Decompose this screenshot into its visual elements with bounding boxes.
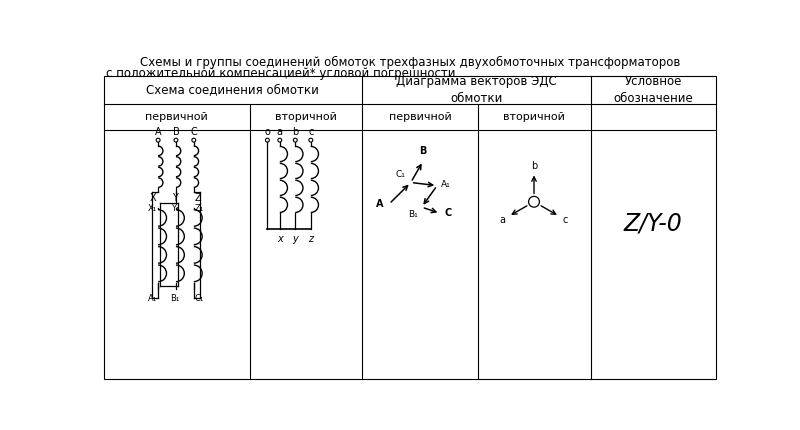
Text: Схемы и группы соединений обмоток трехфазных двухобмоточных трансформаторов: Схемы и группы соединений обмоток трехфа… xyxy=(140,55,680,68)
Text: b: b xyxy=(292,127,298,137)
Text: B₁: B₁ xyxy=(408,210,418,219)
Text: Диаграмма векторов ЭДС
обмотки: Диаграмма векторов ЭДС обмотки xyxy=(396,75,557,105)
Text: первичной: первичной xyxy=(146,112,208,122)
Text: X₁: X₁ xyxy=(147,204,157,213)
Text: b: b xyxy=(531,160,537,171)
Text: Условное
обозначение: Условное обозначение xyxy=(614,75,694,105)
Text: с положительной компенсацией* угловой погрешности: с положительной компенсацией* угловой по… xyxy=(106,67,456,80)
Text: C: C xyxy=(190,127,197,137)
Text: c: c xyxy=(563,215,568,225)
Text: A₁: A₁ xyxy=(147,294,157,303)
Text: B: B xyxy=(419,146,427,157)
Text: Y₁: Y₁ xyxy=(171,204,179,213)
Text: B: B xyxy=(173,127,179,137)
Text: Z/Y-0: Z/Y-0 xyxy=(624,212,682,236)
Text: C₁: C₁ xyxy=(194,294,204,303)
Text: A: A xyxy=(376,199,384,209)
Text: первичной: первичной xyxy=(389,112,451,122)
Text: B₁: B₁ xyxy=(170,294,180,303)
Text: a: a xyxy=(277,127,283,137)
Text: A: A xyxy=(155,127,162,137)
Text: a: a xyxy=(499,215,506,225)
Text: Схема соединения обмотки: Схема соединения обмотки xyxy=(146,83,319,97)
Text: Z: Z xyxy=(194,193,201,203)
Text: вторичной: вторичной xyxy=(503,112,566,122)
Text: z: z xyxy=(308,234,314,244)
Text: x: x xyxy=(277,234,282,244)
Text: y: y xyxy=(293,234,298,244)
Text: Y: Y xyxy=(172,193,178,203)
Text: Z₁: Z₁ xyxy=(194,204,204,213)
Text: c: c xyxy=(308,127,314,137)
Text: C₁: C₁ xyxy=(395,170,406,179)
Text: вторичной: вторичной xyxy=(275,112,337,122)
Text: A₁: A₁ xyxy=(441,180,450,188)
Text: C: C xyxy=(444,208,451,218)
Text: X: X xyxy=(150,193,157,203)
Text: o: o xyxy=(265,127,270,137)
